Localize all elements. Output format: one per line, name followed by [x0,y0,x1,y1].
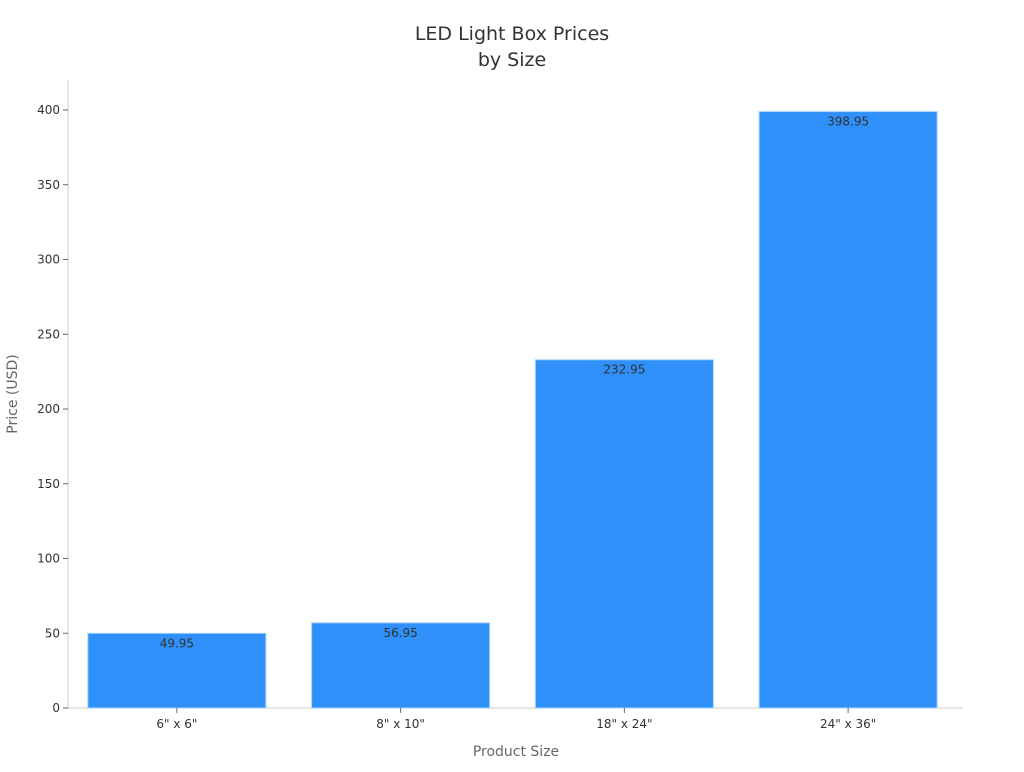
y-tick-label: 300 [37,253,60,267]
x-axis-label: Product Size [473,744,559,760]
bar [534,359,714,709]
data-label: 232.95 [603,363,645,377]
y-tick-label: 200 [37,402,60,416]
y-tick-label: 150 [37,477,60,491]
x-tick-label: 18" x 24" [596,717,652,731]
y-tick-label: 350 [37,178,60,192]
bar [758,111,938,709]
x-tick-label: 24" x 36" [820,717,876,731]
chart-title-line1: LED Light Box Prices [415,23,609,45]
y-tick-label: 400 [37,103,60,117]
y-tick-label: 0 [52,701,60,715]
y-tick-label: 100 [37,552,60,566]
y-axis-label: Price (USD) [5,354,21,433]
y-tick-label: 250 [37,327,60,341]
data-label: 56.95 [383,626,417,640]
data-label: 49.95 [160,636,194,650]
data-label: 398.95 [827,115,869,129]
chart-title-line2: by Size [478,49,546,71]
bar [87,632,267,709]
x-tick-label: 6" x 6" [156,717,197,731]
y-tick-label: 50 [45,626,60,640]
bar [311,622,491,709]
x-tick-label: 8" x 10" [376,717,425,731]
